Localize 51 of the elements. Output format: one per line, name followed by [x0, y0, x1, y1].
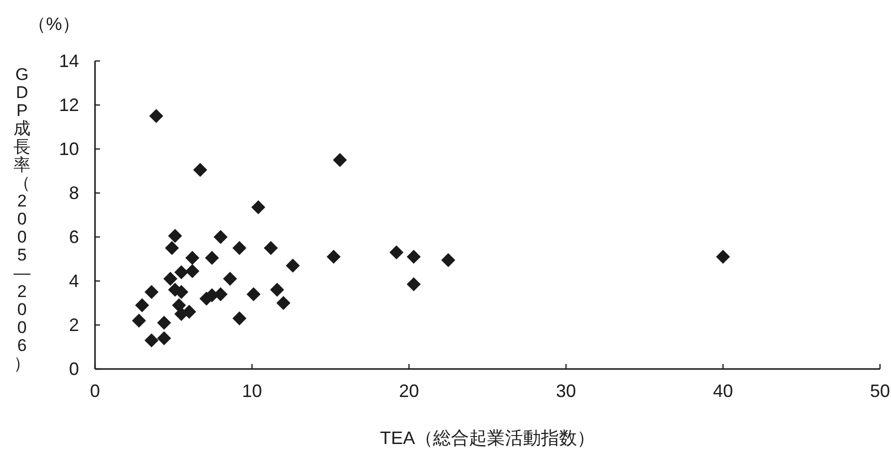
- point: [286, 258, 300, 273]
- x-tick-label: 30: [556, 381, 576, 401]
- point: [163, 272, 178, 286]
- point: [276, 296, 290, 310]
- y-tick-label: 14: [58, 51, 79, 71]
- point: [246, 287, 261, 302]
- point: [149, 109, 164, 123]
- point: [716, 250, 730, 264]
- point: [251, 200, 266, 214]
- x-tick-label: 0: [90, 381, 100, 401]
- point: [270, 282, 284, 297]
- point: [174, 265, 188, 280]
- point: [264, 241, 278, 255]
- point: [214, 230, 228, 244]
- y-tick-label: 0: [68, 359, 79, 379]
- point: [214, 287, 228, 302]
- point: [232, 241, 246, 255]
- point: [406, 277, 421, 292]
- y-tick-label: 12: [58, 95, 79, 115]
- point: [132, 314, 146, 328]
- y-tick-label: 2: [68, 315, 79, 335]
- point: [185, 264, 200, 278]
- y-tick-label: 8: [68, 183, 79, 203]
- point: [326, 250, 341, 264]
- y-tick-label: 10: [58, 139, 79, 159]
- point: [232, 311, 246, 326]
- point: [223, 272, 238, 286]
- point: [144, 285, 159, 299]
- point: [406, 250, 421, 264]
- point: [144, 333, 159, 348]
- y-tick-label: 6: [68, 227, 79, 247]
- point: [157, 316, 172, 330]
- x-tick-label: 40: [712, 381, 734, 401]
- y-axis-title: GDP成長率（2005—2006）: [14, 65, 30, 373]
- point: [204, 250, 219, 265]
- point: [168, 228, 182, 243]
- point: [332, 153, 347, 167]
- x-tick-label: 20: [398, 381, 420, 401]
- point: [182, 304, 196, 319]
- x-tick-label: 10: [242, 381, 262, 401]
- point: [185, 250, 200, 265]
- point: [164, 241, 179, 255]
- point: [193, 162, 208, 177]
- point: [389, 245, 404, 260]
- y-tick-label: 4: [68, 271, 79, 291]
- text: （%）: [28, 14, 80, 34]
- point: [157, 331, 172, 346]
- point: [135, 298, 150, 312]
- x-tick-label: 50: [870, 381, 890, 401]
- x-axis-title: TEA（総合起業活動指数）: [380, 428, 596, 448]
- point: [441, 253, 456, 268]
